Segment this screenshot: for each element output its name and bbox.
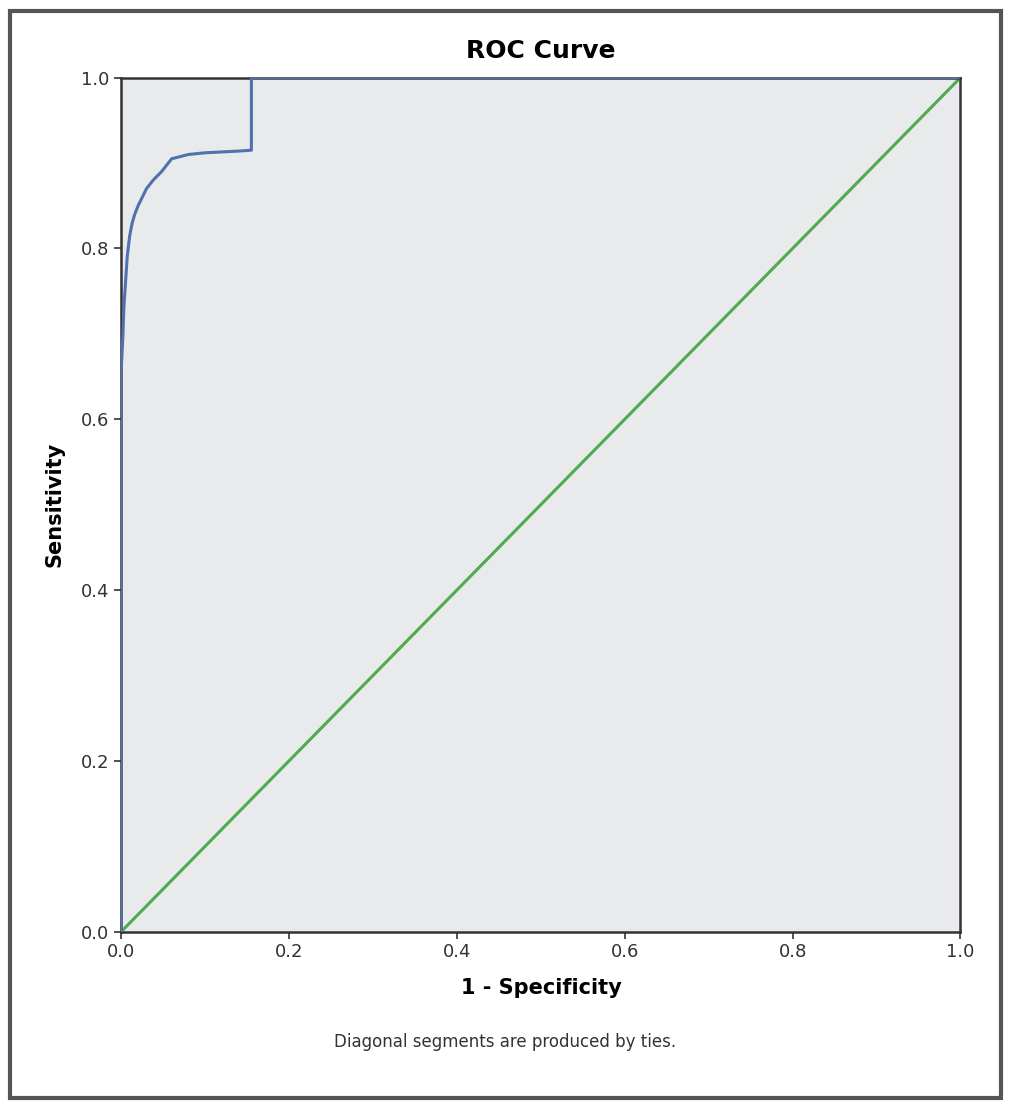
- X-axis label: 1 - Specificity: 1 - Specificity: [460, 978, 622, 998]
- Y-axis label: Sensitivity: Sensitivity: [44, 442, 65, 567]
- Title: ROC Curve: ROC Curve: [466, 39, 616, 63]
- Text: Diagonal segments are produced by ties.: Diagonal segments are produced by ties.: [335, 1034, 676, 1051]
